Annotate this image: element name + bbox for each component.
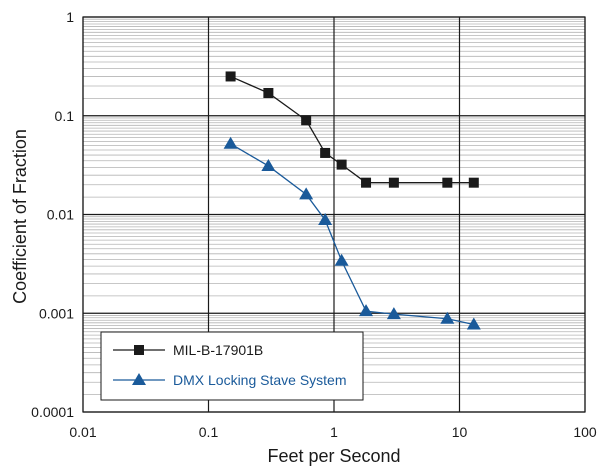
data-point <box>442 177 453 188</box>
data-point <box>223 136 238 149</box>
plot-frame <box>82 16 586 413</box>
y-tick-label: 1 <box>66 9 74 25</box>
y-tick-label: 0.1 <box>55 108 75 124</box>
x-axis-title: Feet per Second <box>267 446 400 466</box>
series-2 <box>223 136 481 330</box>
x-tick-label: 10 <box>452 424 468 440</box>
series <box>223 71 481 330</box>
y-tick-label: 0.01 <box>47 207 74 223</box>
data-point <box>468 177 479 188</box>
data-point <box>388 177 399 188</box>
data-point <box>261 158 276 171</box>
y-tick-label: 0.0001 <box>31 404 74 420</box>
data-point <box>318 212 333 225</box>
data-point <box>263 87 274 98</box>
data-point <box>440 311 455 324</box>
data-point <box>386 307 401 320</box>
data-point <box>336 159 347 170</box>
data-point <box>466 317 481 330</box>
data-point <box>359 304 374 317</box>
legend-label: DMX Locking Stave System <box>173 372 347 388</box>
legend-item: MIL-B-17901B <box>113 342 263 358</box>
data-point <box>299 187 314 200</box>
data-point <box>320 147 331 158</box>
legend-box <box>100 331 364 401</box>
legend-item: DMX Locking Stave System <box>113 372 347 388</box>
x-tick-label: 100 <box>573 424 597 440</box>
tick-labels: 0.0001 0.001 0.01 0.1 1 0.01 0.1 1 10 100 <box>31 9 597 440</box>
x-tick-label: 1 <box>330 424 338 440</box>
y-axis-title: Coefficient of Fraction <box>10 129 30 304</box>
series-1 <box>225 71 479 188</box>
data-point <box>301 115 312 126</box>
data-point <box>361 177 372 188</box>
legend-marker <box>132 373 146 385</box>
legend: MIL-B-17901B DMX Locking Stave System <box>100 331 364 401</box>
y-tick-label: 0.001 <box>39 305 74 321</box>
legend-label: MIL-B-17901B <box>173 342 263 358</box>
legend-marker <box>134 345 144 355</box>
x-tick-label: 0.01 <box>69 424 96 440</box>
data-point <box>334 253 349 266</box>
data-point <box>225 71 236 82</box>
x-tick-label: 0.1 <box>199 424 219 440</box>
